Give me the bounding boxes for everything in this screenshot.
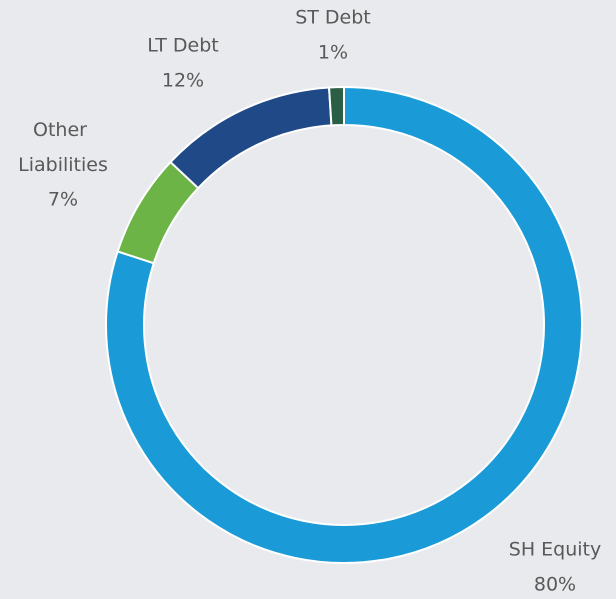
value-label: 7% [48,189,78,211]
category-label: Other Liabilities [18,119,108,176]
value-label: 12% [162,70,204,92]
category-label: ST Debt [295,7,371,29]
category-label: SH Equity [509,539,601,561]
donut-segment [327,85,345,127]
value-label: 1% [318,42,348,64]
category-label: LT Debt [147,35,218,57]
value-label: 80% [534,574,576,596]
donut-segment [105,85,583,564]
